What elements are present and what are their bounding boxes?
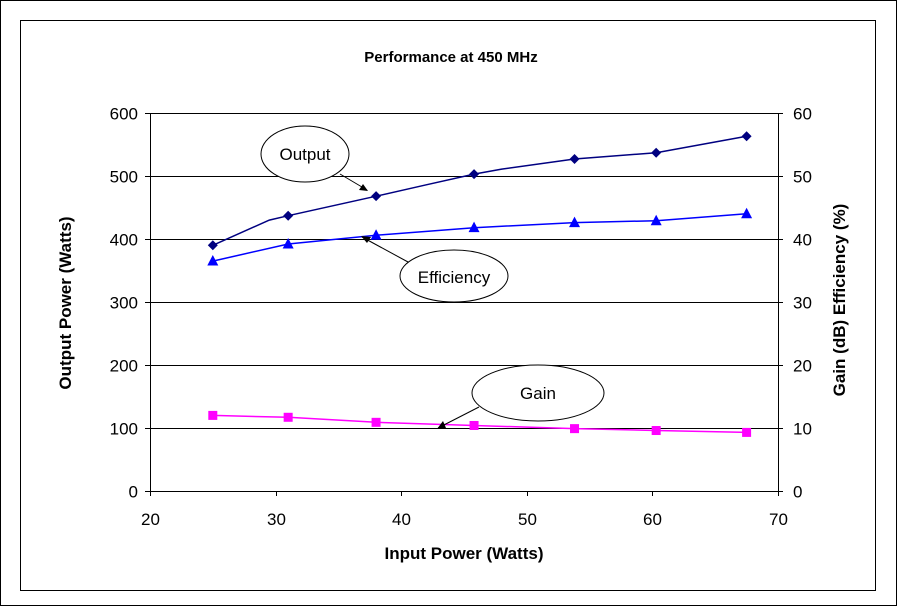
series-output <box>207 131 752 251</box>
left-tick-label-600: 600 <box>110 105 138 124</box>
chart-title: Performance at 450 MHz <box>364 49 537 66</box>
callout-gain-arrowhead <box>437 421 446 429</box>
callout-output-arrowhead <box>359 184 368 191</box>
x-tick-label-70: 70 <box>769 510 788 529</box>
callout-efficiency-label: Efficiency <box>418 268 491 287</box>
callout-output-label: Output <box>279 145 330 164</box>
point-output-2 <box>283 210 294 221</box>
right-tick-label-60: 60 <box>793 105 812 124</box>
point-output-1 <box>207 240 218 251</box>
left-tick-label-200: 200 <box>110 357 138 376</box>
point-gain-2 <box>283 412 293 422</box>
chart-area-border <box>20 20 876 591</box>
point-efficiency-6 <box>650 214 662 226</box>
point-output-6 <box>651 147 662 158</box>
callout-gain-label: Gain <box>520 384 556 403</box>
right-tick-label-30: 30 <box>793 294 812 313</box>
point-gain-1 <box>208 410 218 420</box>
point-gain-3 <box>371 417 381 427</box>
point-gain-6 <box>651 426 661 436</box>
right-tick-label-20: 20 <box>793 357 812 376</box>
right-tick-label-10: 10 <box>793 420 812 439</box>
x-tick-label-60: 60 <box>643 510 662 529</box>
point-output-5 <box>569 153 580 164</box>
left-tick-label-100: 100 <box>110 420 138 439</box>
right-tick-label-40: 40 <box>793 231 812 250</box>
point-efficiency-3 <box>370 229 382 240</box>
series-efficiency <box>207 207 753 266</box>
x-axis-title: Input Power (Watts) <box>385 544 544 563</box>
left-tick-label-400: 400 <box>110 231 138 250</box>
callout-efficiency-leader <box>361 236 409 263</box>
x-tick-label-50: 50 <box>518 510 537 529</box>
point-efficiency-7 <box>741 207 753 219</box>
point-efficiency-1 <box>207 255 219 266</box>
x-tick-label-20: 20 <box>141 510 160 529</box>
left-tick-label-0: 0 <box>129 483 138 502</box>
callout-output: Output <box>260 125 368 191</box>
point-gain-4 <box>469 420 479 430</box>
series <box>207 131 753 437</box>
callout-output-ellipse <box>260 125 350 183</box>
callout-efficiency-arrowhead <box>361 236 371 243</box>
callout-efficiency-ellipse <box>399 249 509 303</box>
point-efficiency-2 <box>282 238 294 249</box>
callout-gain-leader <box>437 406 480 429</box>
tick-labels: 0 100 200 300 400 500 600 0 10 20 30 40 50 60 20 30 40 50… <box>110 105 812 530</box>
left-tick-label-300: 300 <box>110 294 138 313</box>
axes <box>145 113 783 496</box>
right-tick-label-0: 0 <box>793 483 802 502</box>
point-output-3 <box>371 191 382 202</box>
point-gain-7 <box>742 427 752 437</box>
left-axis-title: Output Power (Watts) <box>56 216 75 389</box>
x-tick-label-30: 30 <box>267 510 286 529</box>
point-efficiency-4 <box>468 221 480 233</box>
point-output-7 <box>741 131 752 142</box>
right-axis-title: Gain (dB) Efficiency (%) <box>830 204 849 397</box>
x-tick-label-40: 40 <box>392 510 411 529</box>
point-efficiency-5 <box>569 216 581 228</box>
callout-gain-ellipse <box>471 364 605 422</box>
right-tick-label-50: 50 <box>793 168 812 187</box>
series-gain <box>208 410 752 437</box>
series-line-output <box>212 135 747 246</box>
callout-gain: Gain <box>437 364 605 429</box>
point-gain-5 <box>570 424 580 434</box>
left-tick-label-500: 500 <box>110 168 138 187</box>
point-output-4 <box>469 169 480 180</box>
callout-efficiency: Efficiency <box>361 236 509 303</box>
